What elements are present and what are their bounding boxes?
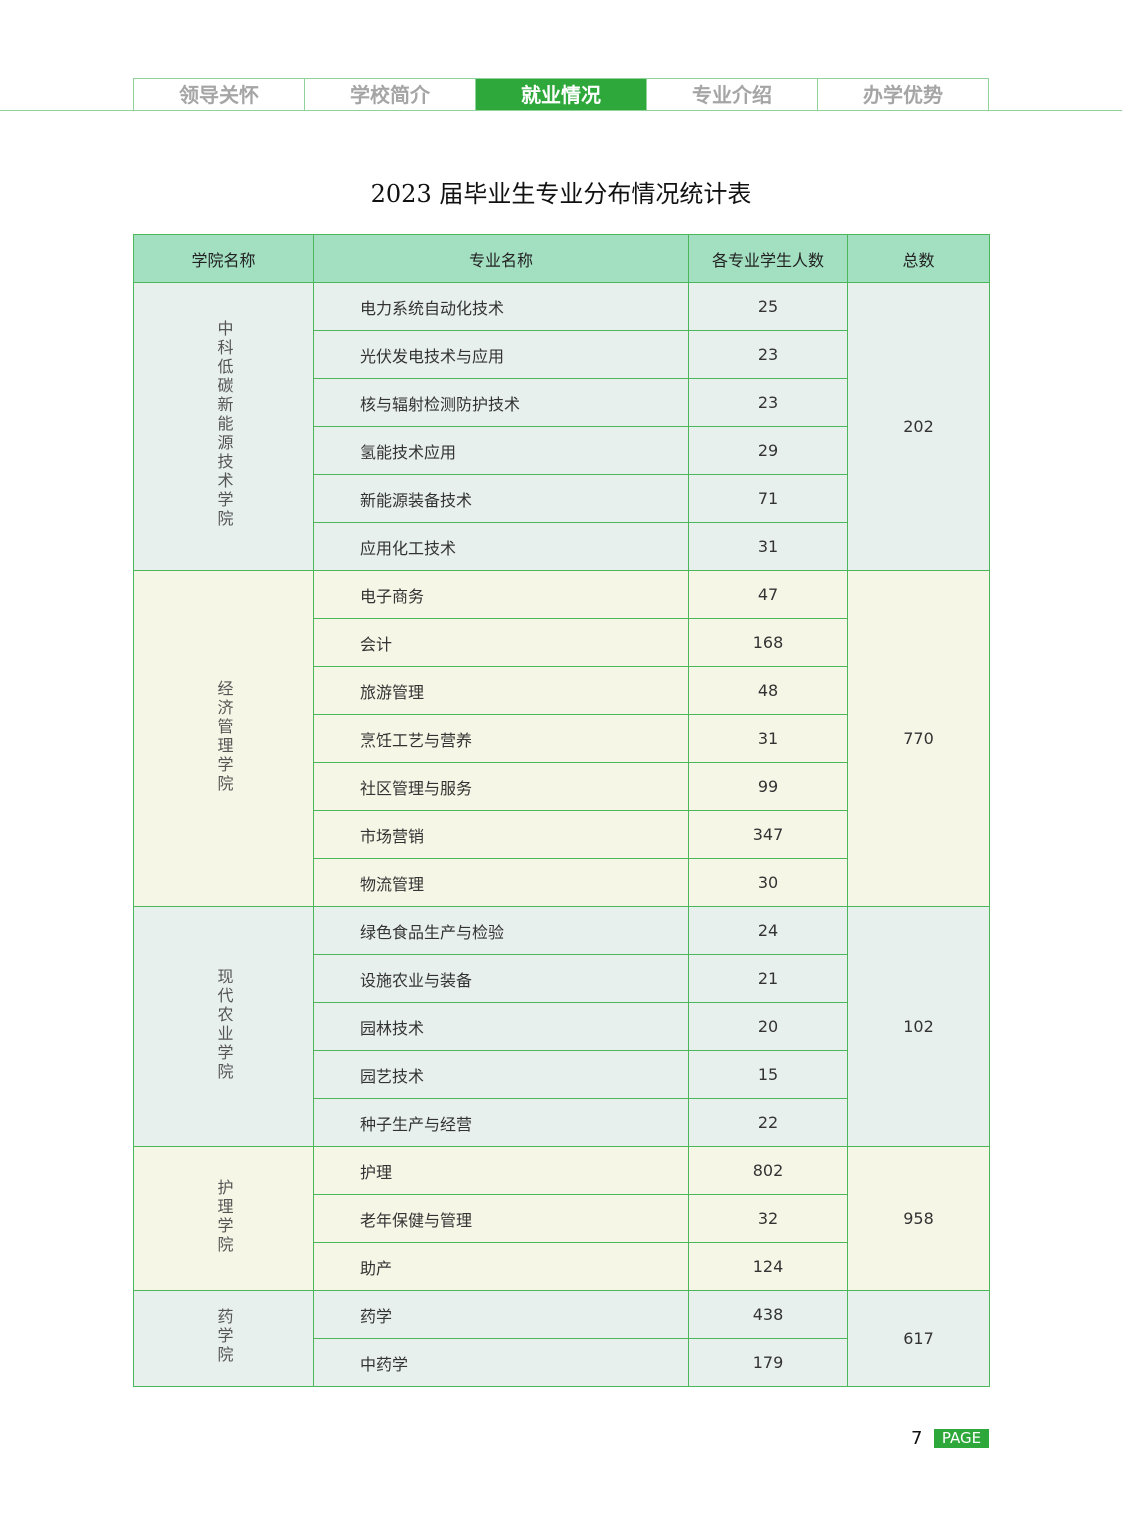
- college-total: 770: [847, 570, 990, 907]
- major-name: 设施农业与装备: [313, 954, 689, 1003]
- major-name: 应用化工技术: [313, 522, 689, 571]
- student-count: 25: [688, 282, 848, 331]
- student-count: 23: [688, 330, 848, 379]
- college-cell: 药学院: [133, 1290, 314, 1387]
- college-cell: 现代农业学院: [133, 906, 314, 1147]
- student-count: 32: [688, 1194, 848, 1243]
- stats-table: 学院名称 专业名称 各专业学生人数 总数 中科低碳新能源技术学院 电力系统自动化技…: [133, 234, 990, 1387]
- major-name: 社区管理与服务: [313, 762, 689, 811]
- header-total: 总数: [847, 234, 990, 283]
- major-name: 绿色食品生产与检验: [313, 906, 689, 955]
- major-name: 烹饪工艺与营养: [313, 714, 689, 763]
- table-row: 助产 124: [134, 1242, 990, 1291]
- college-name: 经济管理学院: [214, 679, 234, 794]
- college-cell: 经济管理学院: [133, 570, 314, 907]
- table-row: 经济管理学院 电子商务 47 770: [133, 570, 990, 907]
- table-row: 氢能技术应用 29: [134, 426, 990, 475]
- student-count: 168: [688, 618, 848, 667]
- nav-tab-employment[interactable]: 就业情况: [476, 79, 647, 110]
- college-name: 中科低碳新能源技术学院: [214, 320, 234, 529]
- table-row: 现代农业学院 绿色食品生产与检验 24 102: [133, 906, 990, 1147]
- table-row: 烹饪工艺与营养 31: [134, 714, 990, 763]
- table-row: 园艺技术 15: [134, 1050, 990, 1099]
- college-name: 药学院: [214, 1308, 234, 1365]
- student-count: 124: [688, 1242, 848, 1291]
- table-row: 光伏发电技术与应用 23: [134, 330, 990, 379]
- student-count: 99: [688, 762, 848, 811]
- table-header-row: 学院名称 专业名称 各专业学生人数 总数: [133, 234, 990, 283]
- page-number: 7: [911, 1428, 923, 1449]
- nav-tab-leadership[interactable]: 领导关怀: [134, 79, 305, 110]
- student-count: 47: [688, 570, 848, 619]
- nav-tab-advantages[interactable]: 办学优势: [863, 83, 943, 107]
- major-name: 药学: [313, 1290, 689, 1339]
- table-row: 旅游管理 48: [134, 666, 990, 715]
- major-name: 核与辐射检测防护技术: [313, 378, 689, 427]
- table-row: 物流管理 30: [134, 858, 990, 907]
- major-name: 电力系统自动化技术: [313, 282, 689, 331]
- student-count: 15: [688, 1050, 848, 1099]
- college-total: 617: [847, 1290, 990, 1387]
- student-count: 179: [688, 1338, 848, 1387]
- table-row: 设施农业与装备 21: [134, 954, 990, 1003]
- table-row: 中药学 179: [134, 1338, 990, 1387]
- major-name: 中药学: [313, 1338, 689, 1387]
- student-count: 48: [688, 666, 848, 715]
- table-row: 种子生产与经营 22: [134, 1098, 990, 1147]
- student-count: 31: [688, 522, 848, 571]
- student-count: 24: [688, 906, 848, 955]
- major-name: 市场营销: [313, 810, 689, 859]
- table-row: 园林技术 20: [134, 1002, 990, 1051]
- major-name: 护理: [313, 1146, 689, 1195]
- table-row: 市场营销 347: [134, 810, 990, 859]
- student-count: 23: [688, 378, 848, 427]
- nav-tab-majors[interactable]: 专业介绍: [647, 79, 818, 110]
- major-name: 会计: [313, 618, 689, 667]
- college-cell: 中科低碳新能源技术学院: [133, 282, 314, 571]
- college-cell: 护理学院: [133, 1146, 314, 1291]
- major-name: 氢能技术应用: [313, 426, 689, 475]
- header-count: 各专业学生人数: [688, 234, 848, 283]
- major-name: 助产: [313, 1242, 689, 1291]
- major-name: 园艺技术: [313, 1050, 689, 1099]
- student-count: 29: [688, 426, 848, 475]
- table-row: 中科低碳新能源技术学院 电力系统自动化技术 25 202: [133, 282, 990, 571]
- major-name: 新能源装备技术: [313, 474, 689, 523]
- student-count: 31: [688, 714, 848, 763]
- top-nav: 领导关怀 学校简介 就业情况 专业介绍 办学优势: [133, 78, 989, 110]
- page-label-badge: PAGE: [934, 1429, 989, 1448]
- college-name: 现代农业学院: [214, 967, 234, 1082]
- major-name: 电子商务: [313, 570, 689, 619]
- student-count: 71: [688, 474, 848, 523]
- student-count: 438: [688, 1290, 848, 1339]
- college-total: 958: [847, 1146, 990, 1291]
- page-title: 2023 届毕业生专业分布情况统计表: [370, 180, 752, 208]
- table-row: 老年保健与管理 32: [134, 1194, 990, 1243]
- student-count: 802: [688, 1146, 848, 1195]
- major-name: 老年保健与管理: [313, 1194, 689, 1243]
- table-row: 药学院 药学 438 617: [133, 1290, 990, 1387]
- nav-divider: [0, 110, 1122, 111]
- major-name: 种子生产与经营: [313, 1098, 689, 1147]
- table-row: 护理学院 护理 802 958: [133, 1146, 990, 1291]
- major-name: 光伏发电技术与应用: [313, 330, 689, 379]
- major-name: 物流管理: [313, 858, 689, 907]
- major-name: 园林技术: [313, 1002, 689, 1051]
- table-row: 会计 168: [134, 618, 990, 667]
- college-total: 202: [847, 282, 990, 571]
- header-major: 专业名称: [313, 234, 689, 283]
- table-row: 新能源装备技术 71: [134, 474, 990, 523]
- student-count: 347: [688, 810, 848, 859]
- college-total: 102: [847, 906, 990, 1147]
- nav-tab-school-intro[interactable]: 学校简介: [305, 79, 476, 110]
- student-count: 30: [688, 858, 848, 907]
- college-name: 护理学院: [214, 1178, 234, 1255]
- major-name: 旅游管理: [313, 666, 689, 715]
- student-count: 20: [688, 1002, 848, 1051]
- student-count: 22: [688, 1098, 848, 1147]
- student-count: 21: [688, 954, 848, 1003]
- header-college: 学院名称: [133, 234, 314, 283]
- table-row: 应用化工技术 31: [134, 522, 990, 571]
